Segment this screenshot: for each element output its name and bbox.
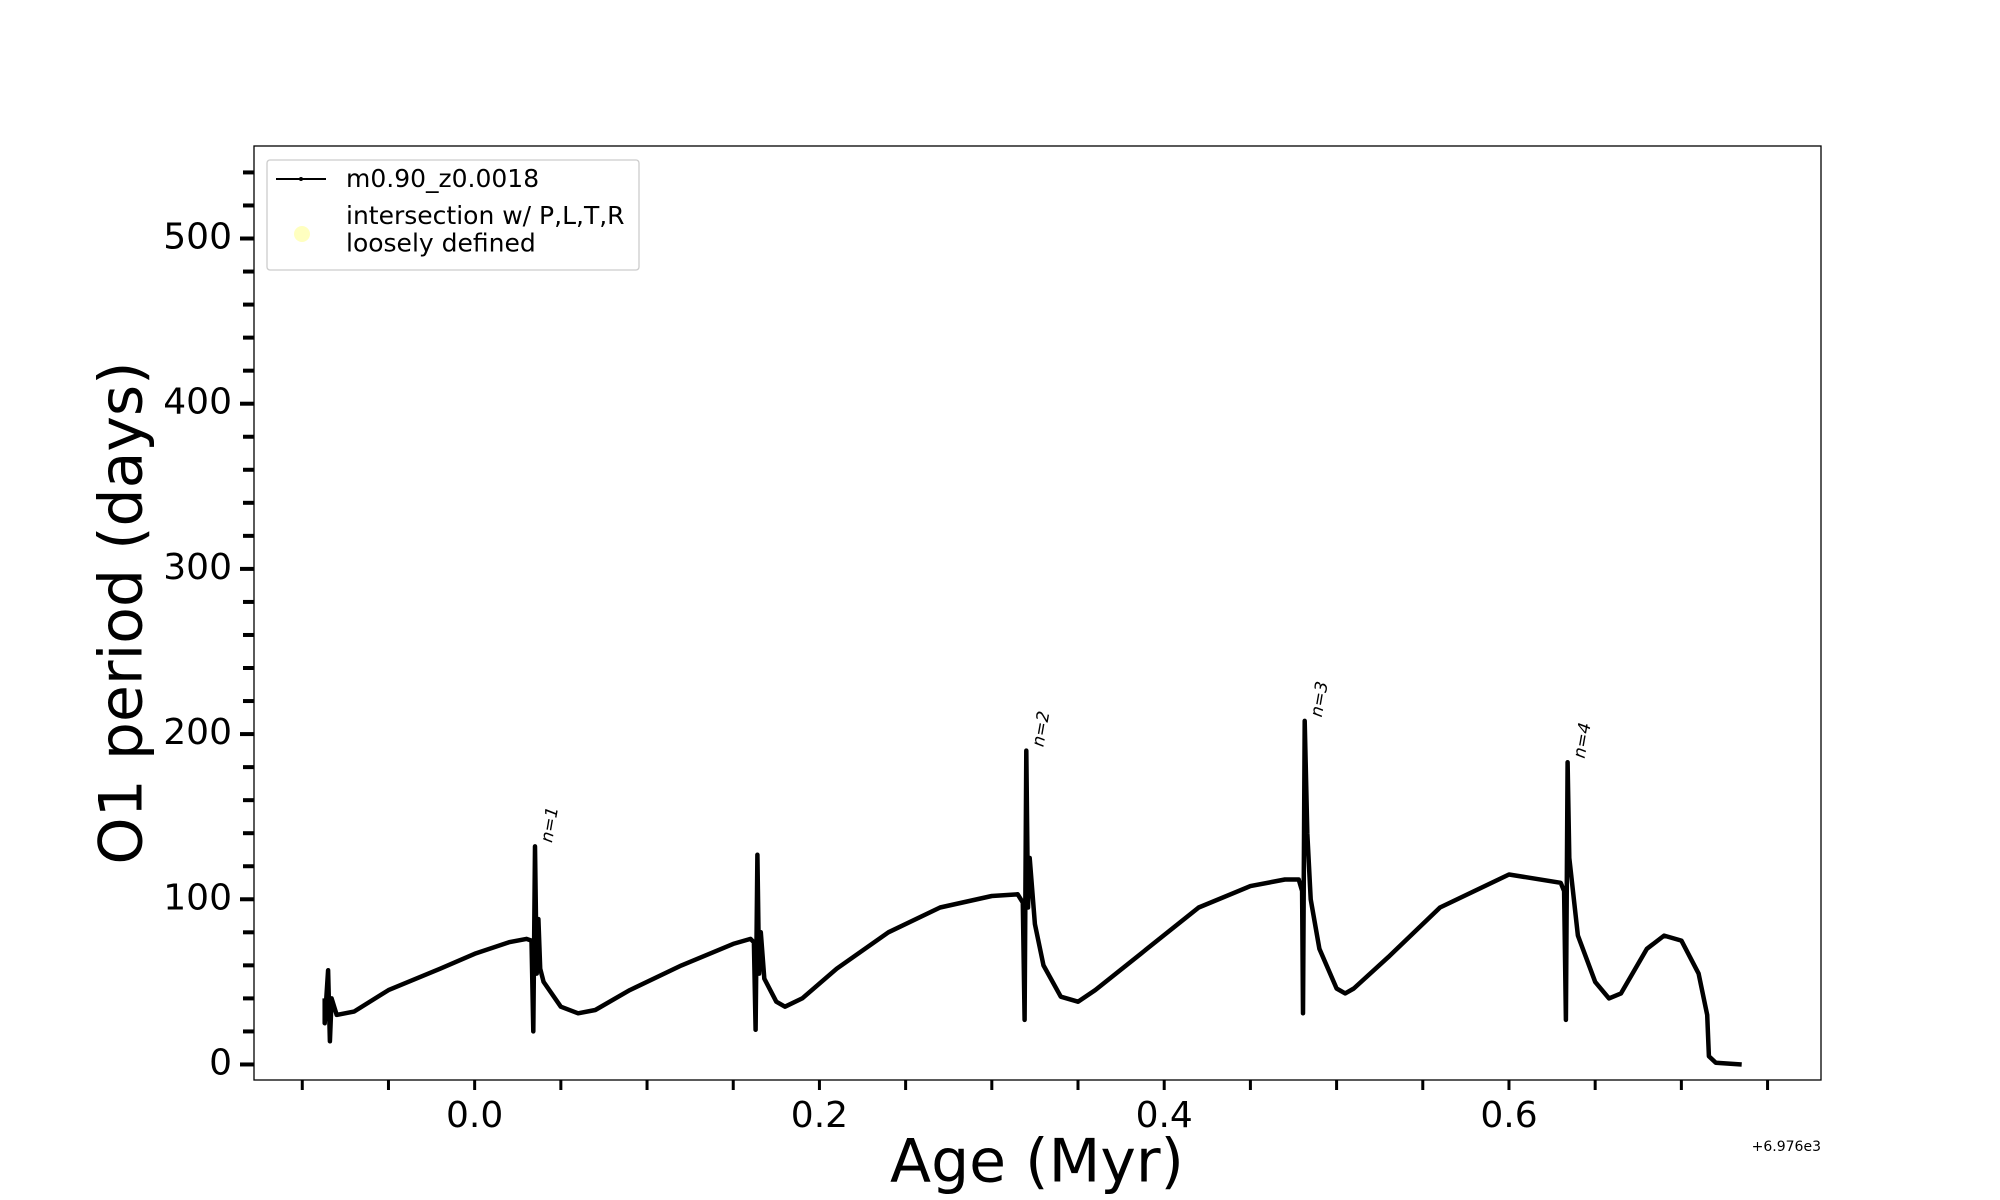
annotation: n=3 [1307,680,1333,719]
series-line [322,718,1742,1067]
y-tick-label: 300 [163,547,232,588]
plot-frame [253,145,1822,1081]
legend-label: intersection w/ P,L,T,R loosely defined [346,201,625,258]
x-tick-label: 0.0 [446,1095,503,1136]
annotation: n=4 [1570,721,1596,760]
legend-swatch [294,226,310,242]
y-tick-label: 200 [163,712,232,753]
x-tick-label: 0.6 [1480,1095,1537,1136]
x-tick-label: 0.2 [791,1095,848,1136]
x-axis-label: Age (Myr) [890,1127,1184,1197]
legend-box [266,159,640,271]
x-tick-label: 0.4 [1136,1095,1193,1136]
annotation: n=1 [537,805,563,844]
y-tick-label: 400 [163,382,232,423]
y-tick-label: 500 [163,217,232,258]
annotation: n=2 [1028,710,1054,749]
y-axis-label: O1 period (days) [87,361,157,864]
y-tick-label: 0 [209,1042,232,1083]
legend-label: m0.90_z0.0018 [346,164,539,193]
x-offset-text: +6.976e3 [1752,1139,1821,1155]
legend-swatch-marker [299,177,303,181]
y-tick-label: 100 [163,877,232,918]
